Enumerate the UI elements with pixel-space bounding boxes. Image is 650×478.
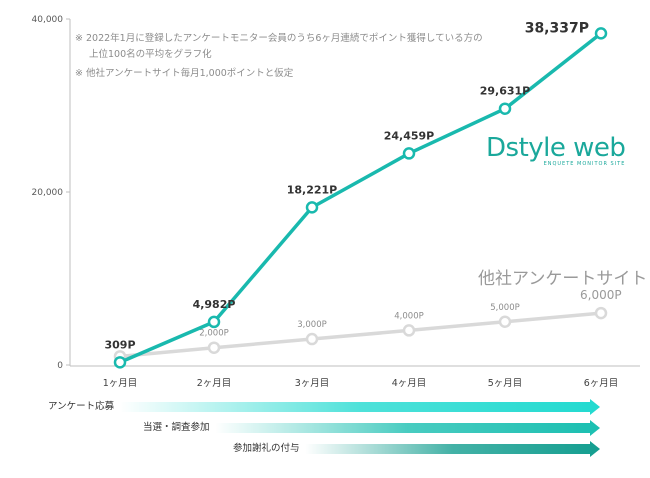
data-point-dstyle [113, 356, 127, 369]
phase-row-3: 参加謝礼の付与 [0, 441, 650, 457]
data-label-other: 5,000P [490, 303, 519, 313]
phase-arrow-3-shape [305, 441, 600, 457]
data-label-dstyle: 29,631P [480, 85, 531, 98]
phase-arrow-1 [120, 399, 600, 415]
dstyle-web-logo: Dstyle web ENQUETE MONITOR SITE [486, 133, 626, 167]
x-tick-label: 3ヶ月目 [295, 378, 330, 389]
data-label-other: 3,000P [297, 320, 326, 330]
data-label-dstyle: 38,337P [525, 20, 589, 36]
phase-label-2: 当選・調査参加 [143, 422, 210, 433]
x-tick-label: 4ヶ月目 [392, 378, 427, 389]
data-label-dstyle: 4,982P [193, 298, 236, 311]
series-line-other [119, 311, 602, 359]
logo-wordmark: Dstyle web [486, 133, 626, 163]
x-tick-label: 1ヶ月目 [103, 378, 138, 389]
logo-tagline: ENQUETE MONITOR SITE [543, 161, 626, 167]
note-line-3: ※ 他社アンケートサイト毎月1,000ポイントと仮定 [75, 68, 294, 79]
data-point-dstyle [402, 147, 416, 160]
phase-row-2: 当選・調査参加 [0, 420, 650, 436]
x-tick-label: 6ヶ月目 [584, 378, 619, 389]
y-tick-label: 0 [57, 361, 63, 371]
data-label-dstyle: 309P [104, 338, 135, 351]
data-label-other: 2,000P [199, 329, 228, 339]
y-tick-label: 40,000 [32, 15, 64, 25]
data-point-dstyle [207, 315, 221, 329]
note-line-1: ※ 2022年1月に登録したアンケートモニター会員のうち6ヶ月連続でポイント獲得… [75, 33, 483, 44]
other-site-value-label: 6,000P [580, 288, 622, 302]
note-line-2: 上位100名の平均をグラフ化 [89, 49, 212, 60]
x-tick-label: 2ヶ月目 [197, 378, 232, 389]
y-tick-label: 20,000 [32, 188, 64, 198]
data-point-other [594, 306, 608, 320]
data-point-other [498, 315, 512, 328]
data-label-other: 4,000P [394, 311, 423, 321]
phase-arrow-1-shape [120, 399, 600, 415]
data-point-dstyle [594, 27, 608, 40]
phase-label-1: アンケート応募 [48, 401, 115, 412]
data-point-other [402, 324, 416, 337]
phase-arrow-3 [305, 441, 600, 457]
data-point-other [207, 341, 221, 354]
phase-arrow-2-shape [215, 420, 600, 436]
series-line-dstyle [119, 32, 603, 364]
phase-row-1: アンケート応募 [0, 399, 650, 415]
phase-label-3: 参加謝礼の付与 [233, 443, 300, 454]
data-point-dstyle [305, 201, 319, 214]
data-label-dstyle: 24,459P [384, 129, 435, 142]
data-label-dstyle: 18,221P [287, 183, 338, 196]
x-tick-label: 5ヶ月目 [488, 378, 523, 389]
phase-arrow-2 [215, 420, 600, 436]
data-point-dstyle [498, 102, 512, 115]
data-point-other [305, 332, 319, 346]
other-site-label: 他社アンケートサイト [478, 269, 648, 289]
